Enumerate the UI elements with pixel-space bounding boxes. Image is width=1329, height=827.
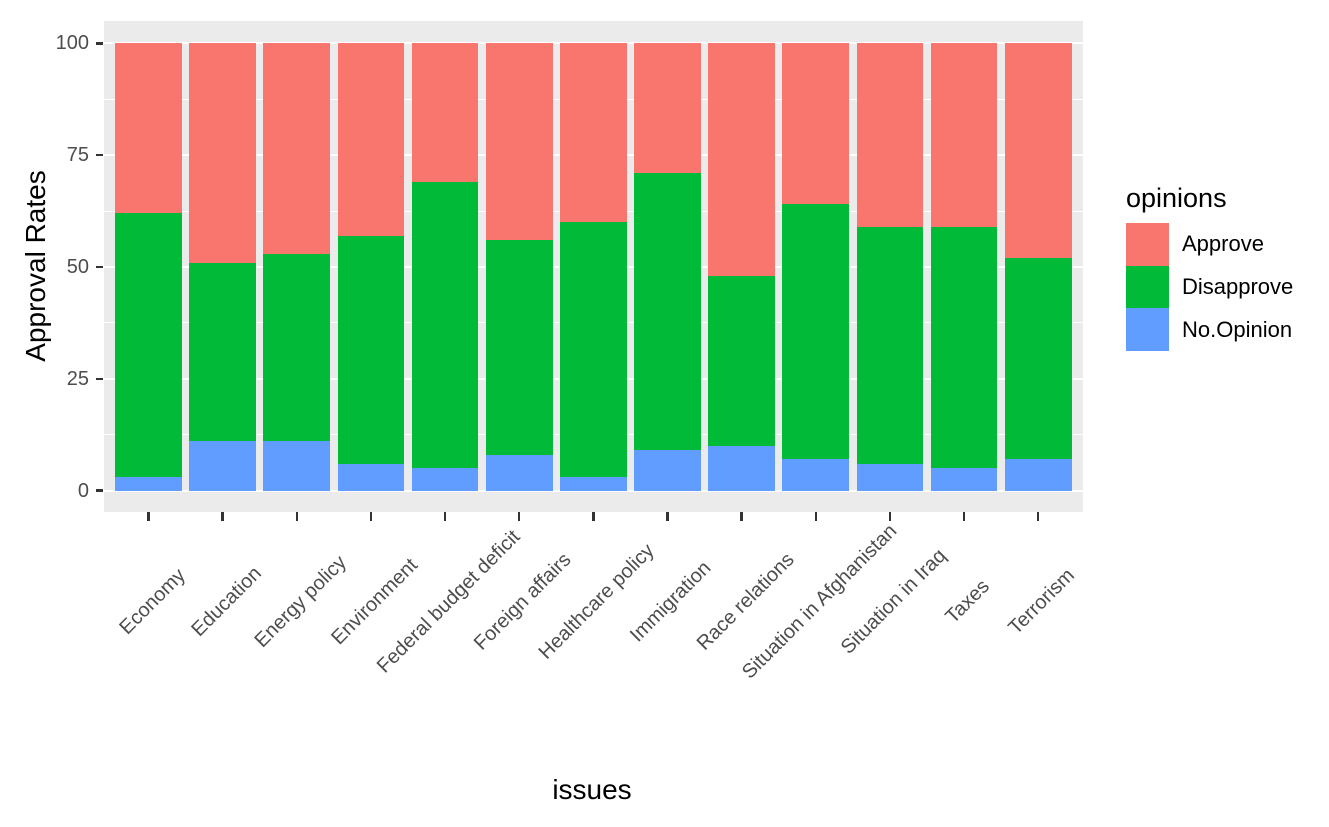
y-axis-tick-mark	[96, 42, 103, 45]
x-axis-tick-mark	[443, 512, 447, 521]
bar-segment-approve	[930, 43, 998, 227]
y-axis-tick-mark	[96, 265, 103, 269]
bar-segment-noopinion	[189, 441, 256, 491]
bar-segment-approve	[485, 43, 553, 241]
bar-segment-approve	[411, 43, 479, 182]
bar-segment-noopinion	[1004, 459, 1072, 491]
legend-entry-label: Disapprove	[1182, 274, 1294, 300]
bar-segment-noopinion	[337, 463, 405, 491]
bar-segment-noopinion	[634, 450, 701, 491]
bar-segment-disapprove	[189, 262, 256, 442]
x-axis-tick-mark	[1036, 512, 1040, 521]
x-axis-tick-label: Education	[187, 562, 266, 641]
bar-segment-disapprove	[337, 235, 405, 464]
x-axis-tick-mark	[592, 512, 595, 521]
bar-segment-disapprove	[782, 204, 850, 460]
bar-segment-noopinion	[782, 459, 850, 491]
bar-segment-noopinion	[930, 468, 998, 491]
x-axis-tick-mark	[517, 512, 521, 521]
y-axis-tick-label: 25	[66, 367, 89, 390]
gridline-major	[104, 42, 1083, 45]
bar-segment-disapprove	[856, 226, 924, 464]
bar-segment-noopinion	[708, 445, 775, 491]
x-axis-tick-mark	[221, 512, 224, 521]
legend: opinions Approve Disapprove No.Opinion	[1126, 183, 1294, 352]
legend-title: opinions	[1126, 183, 1227, 213]
legend-key-swatch	[1126, 265, 1169, 309]
x-axis-tick-mark	[740, 512, 743, 521]
legend-key-swatch	[1126, 223, 1169, 266]
x-axis-tick-mark	[295, 512, 299, 521]
y-axis-tick-label: 75	[66, 144, 89, 167]
x-axis-tick-mark	[147, 512, 150, 521]
x-axis-tick-mark	[666, 512, 669, 521]
y-axis-tick-mark	[96, 377, 103, 381]
bar-segment-disapprove	[485, 240, 553, 455]
legend-entry-label: No.Opinion	[1182, 316, 1293, 342]
bar-segment-noopinion	[485, 454, 553, 491]
bar-segment-approve	[708, 43, 775, 276]
legend-key-swatch	[1126, 308, 1169, 352]
x-axis-tick-label: Terrorism	[1004, 564, 1080, 639]
x-axis-tick-mark	[888, 512, 892, 521]
gridline-major	[104, 489, 1083, 492]
bar-segment-approve	[559, 43, 627, 223]
x-axis-tick-label: Economy	[114, 564, 190, 639]
bar-segment-approve	[634, 43, 701, 174]
x-axis-tick-label: Federal budget deficit	[372, 525, 525, 678]
x-axis-tick-label: Taxes	[941, 575, 994, 628]
bar-segment-disapprove	[411, 181, 479, 469]
x-axis-tick-mark	[814, 512, 817, 521]
legend-entry: Disapprove	[1126, 265, 1294, 309]
bar-segment-approve	[115, 43, 182, 214]
bar-segment-approve	[1004, 43, 1072, 259]
plot-panel	[104, 21, 1083, 512]
legend-entry: Approve	[1126, 223, 1293, 266]
y-axis-tick-label: 100	[55, 32, 89, 55]
legend-items: Approve Disapprove No.Opinion	[1126, 223, 1294, 352]
bar-segment-approve	[337, 43, 405, 236]
y-axis-tick-label: 50	[66, 256, 89, 278]
bar-segment-noopinion	[559, 477, 627, 491]
bar-segment-approve	[263, 43, 331, 254]
bar-segment-noopinion	[411, 468, 479, 491]
bar-segment-disapprove	[559, 222, 627, 478]
bar-segment-approve	[782, 43, 850, 205]
y-axis-tick-label: 0	[77, 479, 89, 502]
bar-segment-disapprove	[708, 275, 775, 446]
bar-segment-noopinion	[263, 441, 331, 491]
bar-segment-disapprove	[263, 253, 331, 442]
bar-segment-approve	[856, 43, 924, 227]
bar-segment-noopinion	[115, 477, 182, 491]
x-axis-tick-mark	[369, 512, 373, 521]
bar-segment-disapprove	[1004, 258, 1072, 460]
bar-segment-disapprove	[634, 173, 701, 451]
legend-entry: No.Opinion	[1126, 308, 1293, 352]
bar-segment-disapprove	[115, 213, 182, 478]
y-axis-tick-mark	[96, 153, 103, 157]
x-axis-title: issues	[552, 774, 632, 805]
bar-segment-disapprove	[930, 226, 998, 469]
x-axis-tick-mark	[962, 512, 966, 521]
bar-segment-noopinion	[856, 463, 924, 491]
legend-entry-label: Approve	[1182, 231, 1264, 257]
y-axis-tick-mark	[96, 489, 103, 492]
bar-segment-approve	[189, 43, 256, 263]
